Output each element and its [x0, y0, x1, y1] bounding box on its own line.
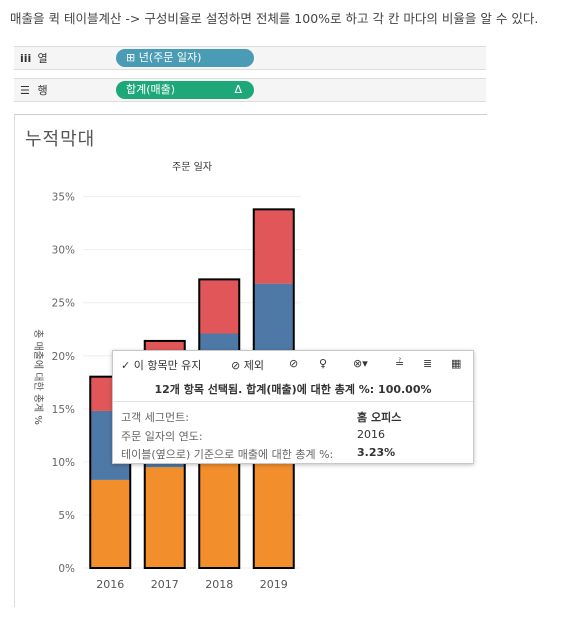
rows-shelf-label: ☰ 행	[20, 82, 48, 98]
rows-shelf: ☰ 행 합계(매출) Δ	[14, 78, 486, 102]
y-tick-label: 5%	[58, 510, 75, 522]
keep-only-button[interactable]: ✓ 이 항목만 유지	[121, 359, 202, 372]
bar-segment[interactable]	[253, 209, 294, 284]
caption: 매출을 퀵 테이블계산 -> 구성비율로 설정하면 전체를 100%로 하고 각…	[10, 11, 539, 26]
year-order-date-pill[interactable]: ⊞ 년(주문 일자)	[116, 49, 254, 67]
x-tick-label: 2018	[205, 578, 233, 591]
columns-shelf-label: iii 열	[20, 50, 48, 66]
sum-sales-pill[interactable]: 합계(매출) Δ	[116, 81, 254, 99]
bar-segment[interactable]	[199, 449, 240, 568]
y-tick-label: 30%	[52, 245, 75, 257]
bulb-icon[interactable]: ♀	[319, 357, 328, 370]
paperclip-icon[interactable]: ⊘	[289, 357, 299, 370]
y-axis-label: 총 매출에 대한 총계 %	[32, 329, 44, 425]
y-tick-label: 35%	[52, 192, 75, 204]
tooltip-row-value: 2016	[357, 428, 385, 441]
tooltip-row-value: 3.23%	[357, 446, 396, 459]
tooltip-row-label: 고객 세그먼트:	[121, 411, 189, 424]
y-tick-label: 0%	[58, 563, 75, 575]
selection-tooltip: ✓ 이 항목만 유지 ⊘ 제외 ⊘ ♀ ⊗▾ ≟ ≣ ▦ 12개 항목 선택됨.…	[112, 350, 474, 464]
tooltip-row-label: 테이블(옆으로) 기준으로 매출에 대한 총계 %:	[121, 448, 334, 461]
tooltip-toolbar: ✓ 이 항목만 유지 ⊘ 제외 ⊘ ♀ ⊗▾ ≟ ≣ ▦	[113, 351, 473, 377]
chart-title: 주문 일자	[172, 161, 212, 173]
table-icon[interactable]: ▦	[451, 357, 462, 370]
rows-icon: ☰	[20, 84, 30, 97]
exclude-button[interactable]: ⊘ 제외	[231, 359, 264, 372]
sheet-title: 누적막대	[25, 129, 96, 150]
bar-segment[interactable]	[199, 279, 240, 334]
table-calc-delta-icon: Δ	[234, 83, 242, 96]
tooltip-summary: 12개 항목 선택됨. 합계(매출)에 대한 총계 %: 100.00%	[154, 383, 432, 396]
columns-icon: iii	[20, 52, 32, 65]
group-icon[interactable]: ⊗▾	[353, 357, 368, 370]
y-tick-label: 20%	[52, 351, 75, 363]
tooltip-details: 고객 세그먼트: 홈 오피스 주문 일자의 연도: 2016 테이블(옆으로) …	[113, 401, 473, 464]
y-tick-label: 25%	[52, 298, 75, 310]
x-tick-label: 2016	[96, 578, 124, 591]
x-tick-label: 2017	[151, 578, 179, 591]
rows-label: 행	[37, 84, 48, 97]
sum-sales-pill-label: 합계(매출)	[126, 83, 176, 96]
bar-outline	[89, 375, 132, 569]
sort-icon[interactable]: ≟	[395, 357, 405, 370]
tableau-worksheet: iii 열 ⊞ 년(주문 일자) ☰ 행 합계(매출) Δ 누적막대 주문 일자…	[14, 46, 487, 607]
y-tick-label: 15%	[52, 404, 75, 416]
bar-segment[interactable]	[90, 479, 131, 568]
year-order-date-pill-label: ⊞ 년(주문 일자)	[126, 51, 202, 64]
y-tick-label: 10%	[52, 457, 75, 469]
columns-label: 열	[37, 52, 48, 65]
bar-segment[interactable]	[144, 467, 185, 568]
filter-icon[interactable]: ≣	[423, 357, 433, 370]
tooltip-row-value: 홈 오피스	[357, 411, 402, 424]
x-tick-label: 2019	[260, 578, 288, 591]
columns-shelf: iii 열 ⊞ 년(주문 일자)	[14, 46, 486, 70]
tooltip-row-label: 주문 일자의 연도:	[121, 430, 203, 443]
